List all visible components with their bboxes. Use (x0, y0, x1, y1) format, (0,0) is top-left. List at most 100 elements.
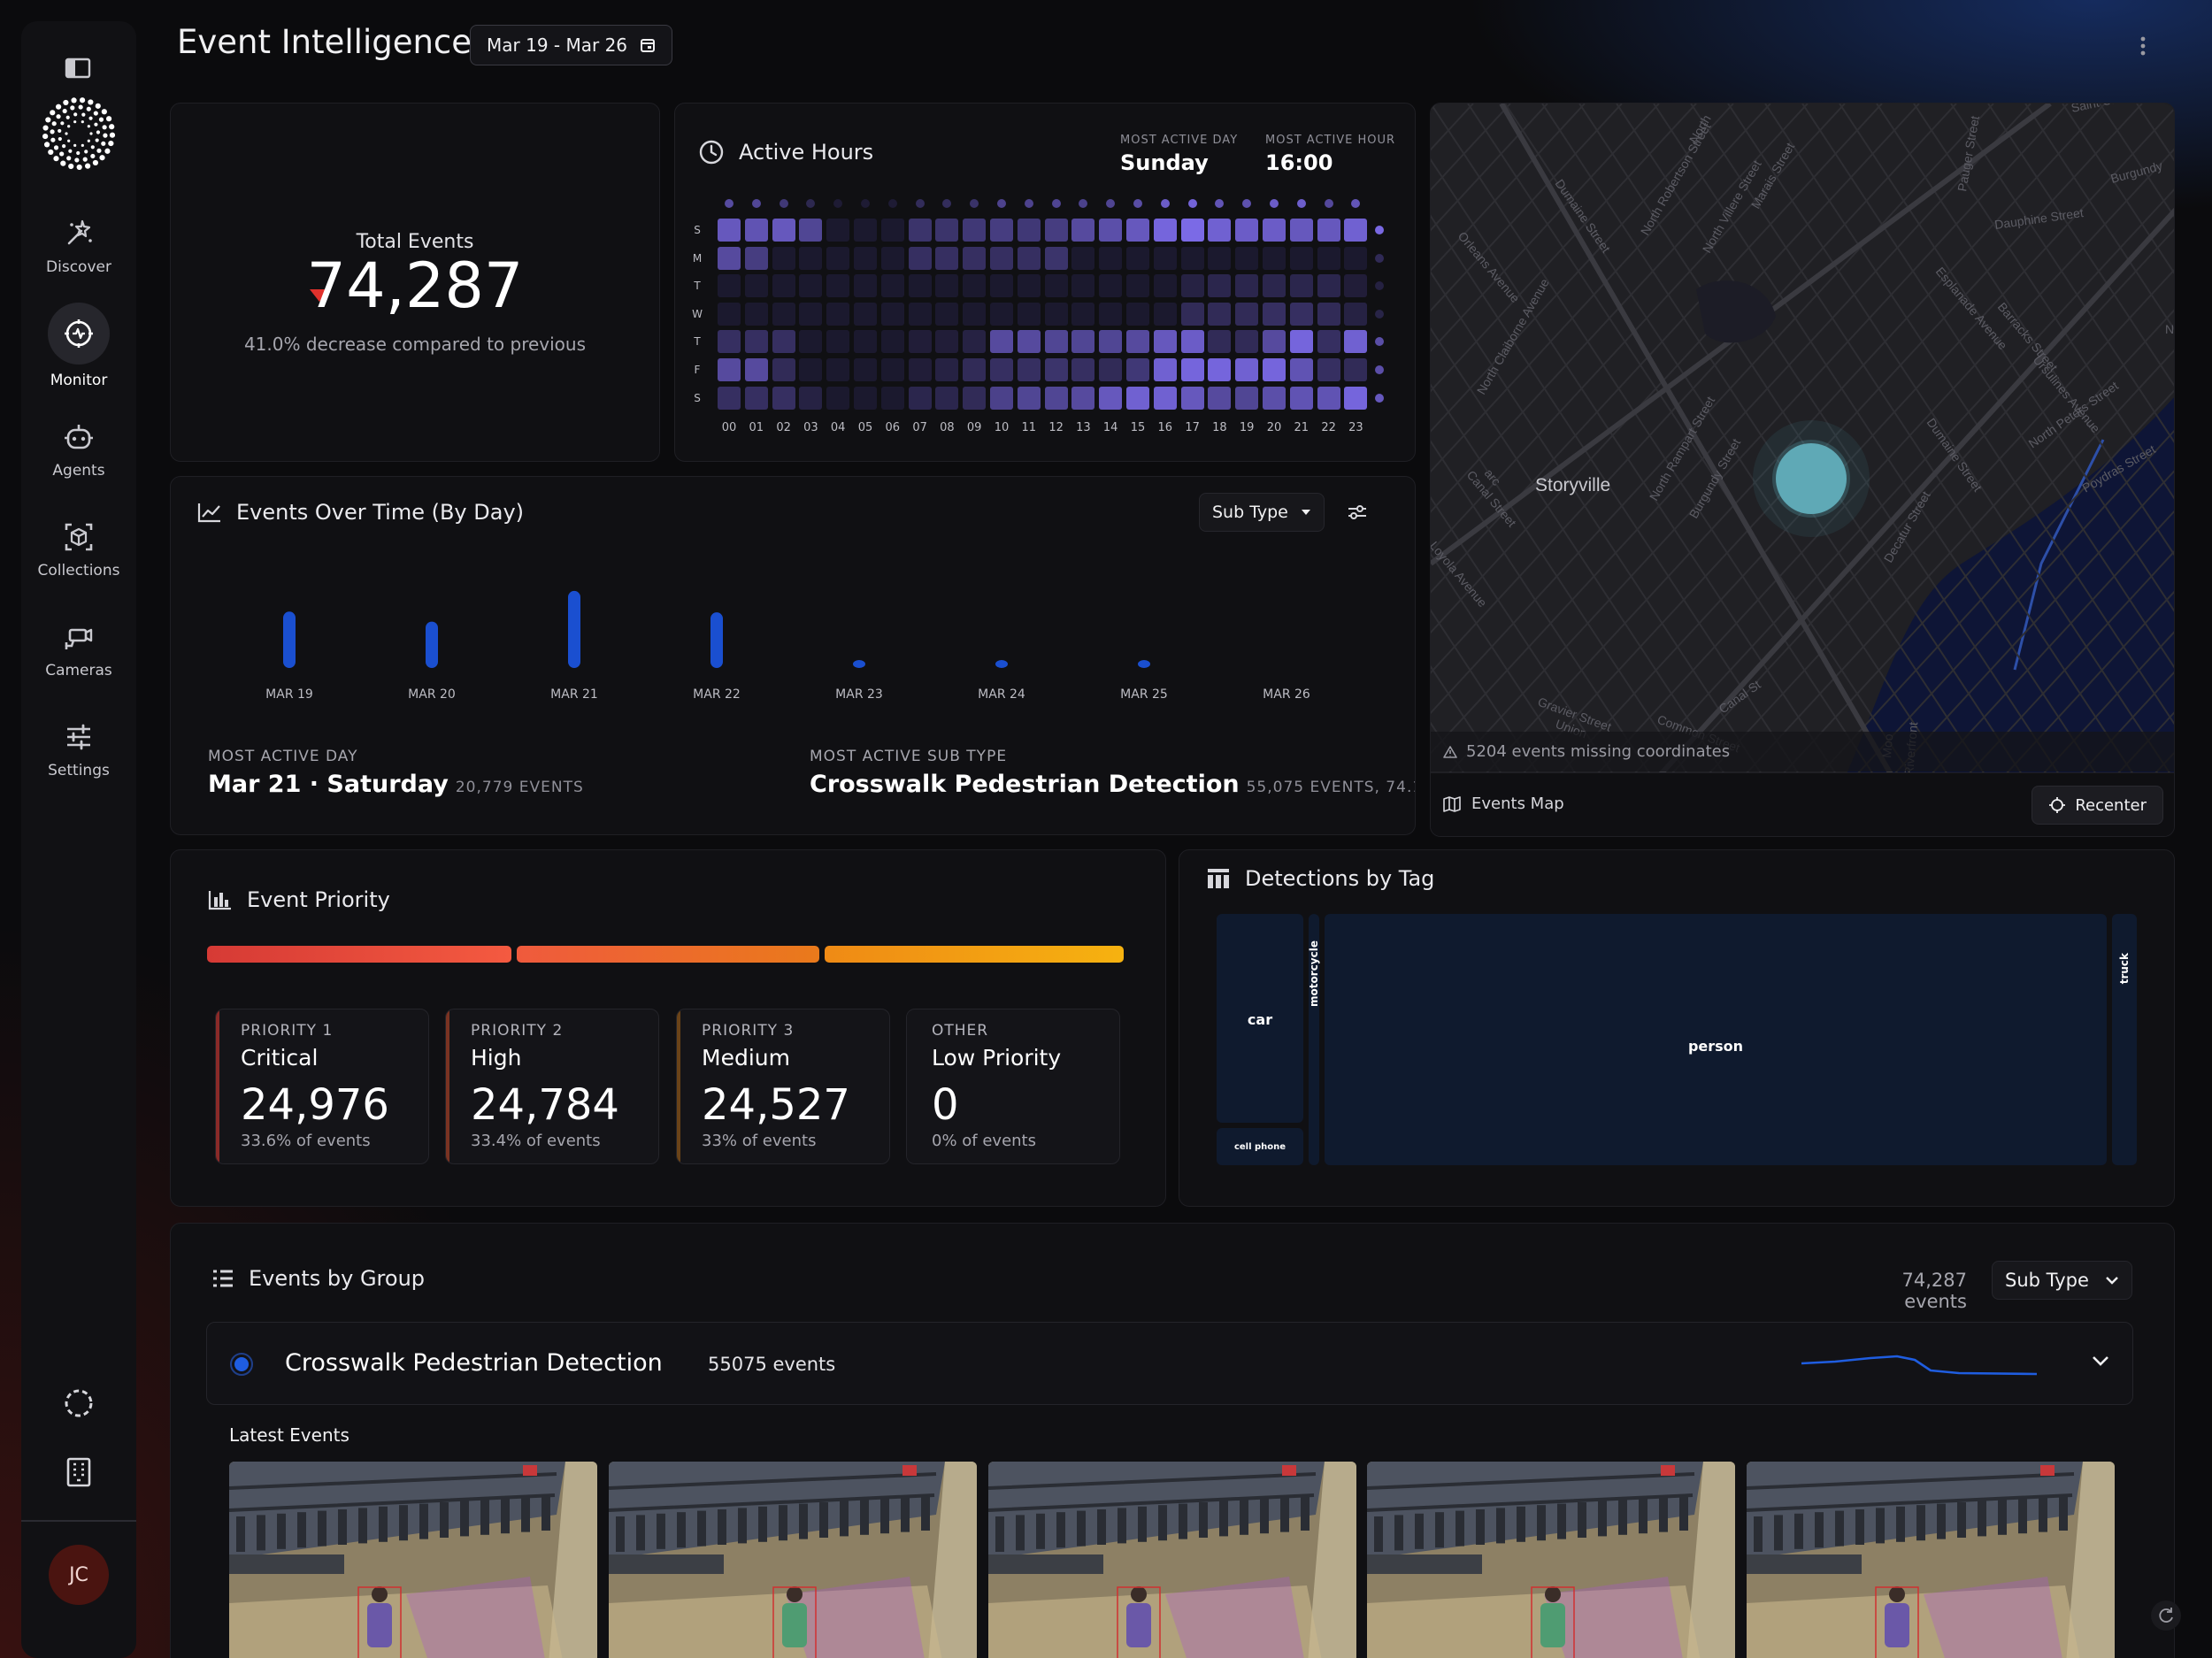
heatmap-cell[interactable] (772, 386, 795, 410)
heatmap-cell[interactable] (1017, 246, 1041, 270)
heatmap-cell[interactable] (1044, 219, 1068, 242)
event-thumbnail[interactable] (1747, 1462, 2115, 1658)
recenter-button[interactable]: Recenter (2032, 786, 2163, 825)
heatmap-cell[interactable] (1044, 358, 1068, 381)
heatmap-cell[interactable] (963, 330, 987, 354)
heatmap-cell[interactable] (1235, 246, 1259, 270)
map-event-marker[interactable] (1776, 443, 1847, 514)
chart-bar[interactable] (426, 621, 438, 668)
heatmap-cell[interactable] (1289, 246, 1313, 270)
event-thumbnail[interactable] (1367, 1462, 1735, 1658)
heatmap-cell[interactable] (854, 274, 877, 298)
chart-bar[interactable] (1138, 660, 1150, 668)
heatmap-cell[interactable] (1235, 219, 1259, 242)
heatmap-cell[interactable] (1263, 274, 1286, 298)
heatmap-cell[interactable] (1126, 219, 1149, 242)
heatmap-cell[interactable] (1180, 302, 1204, 326)
heatmap-cell[interactable] (772, 246, 795, 270)
priority-card[interactable]: PRIORITY 2 High 24,784 33.4% of events (445, 1009, 659, 1164)
heatmap-cell[interactable] (990, 386, 1013, 410)
heatmap-cell[interactable] (1263, 246, 1286, 270)
heatmap-cell[interactable] (1153, 386, 1177, 410)
heatmap-cell[interactable] (1317, 219, 1340, 242)
heatmap-cell[interactable] (744, 302, 768, 326)
heatmap-cell[interactable] (799, 386, 823, 410)
heatmap-cell[interactable] (908, 302, 932, 326)
heatmap-cell[interactable] (1344, 330, 1368, 354)
heatmap-cell[interactable] (963, 302, 987, 326)
sidebar-item-cameras[interactable]: Cameras (21, 619, 136, 679)
heatmap-cell[interactable] (744, 330, 768, 354)
priority-card[interactable]: PRIORITY 3 Medium 24,527 33% of events (676, 1009, 890, 1164)
heatmap-cell[interactable] (744, 274, 768, 298)
heatmap-cell[interactable] (963, 246, 987, 270)
heatmap-cell[interactable] (826, 246, 850, 270)
heatmap-cell[interactable] (1071, 302, 1095, 326)
heatmap-cell[interactable] (744, 219, 768, 242)
group-subtype-dropdown[interactable]: Sub Type (1992, 1261, 2132, 1300)
heatmap-cell[interactable] (990, 330, 1013, 354)
treemap-cell-cell-phone[interactable]: cell phone (1217, 1128, 1303, 1165)
heatmap-cell[interactable] (1317, 330, 1340, 354)
heatmap-cell[interactable] (1317, 274, 1340, 298)
heatmap-cell[interactable] (1235, 358, 1259, 381)
heatmap-cell[interactable] (1044, 330, 1068, 354)
events-map[interactable]: Saint Claude AvenueBurgundyDauphine Stre… (1431, 104, 2175, 774)
heatmap-cell[interactable] (854, 219, 877, 242)
treemap-cell-truck[interactable]: truck (2112, 914, 2137, 1165)
heatmap-cell[interactable] (1235, 386, 1259, 410)
heatmap-cell[interactable] (854, 358, 877, 381)
heatmap-cell[interactable] (718, 330, 741, 354)
loading-circle-icon[interactable] (61, 1386, 96, 1421)
heatmap-cell[interactable] (990, 358, 1013, 381)
chart-bar[interactable] (283, 611, 296, 668)
heatmap-cell[interactable] (1153, 358, 1177, 381)
heatmap-cell[interactable] (1126, 330, 1149, 354)
heatmap-cell[interactable] (1289, 330, 1313, 354)
heatmap-cell[interactable] (880, 219, 904, 242)
refresh-icon[interactable] (2150, 1600, 2182, 1631)
treemap-cell-person[interactable]: person (1325, 914, 2107, 1165)
heatmap-cell[interactable] (1044, 386, 1068, 410)
heatmap-cell[interactable] (880, 246, 904, 270)
heatmap-cell[interactable] (1153, 330, 1177, 354)
heatmap-cell[interactable] (799, 358, 823, 381)
heatmap-cell[interactable] (1071, 274, 1095, 298)
heatmap-cell[interactable] (1099, 330, 1123, 354)
heatmap-cell[interactable] (799, 246, 823, 270)
heatmap-cell[interactable] (908, 219, 932, 242)
heatmap-cell[interactable] (908, 274, 932, 298)
heatmap-cell[interactable] (880, 330, 904, 354)
group-row-crosswalk[interactable]: Crosswalk Pedestrian Detection 55075 eve… (206, 1322, 2133, 1405)
heatmap-cell[interactable] (1317, 302, 1340, 326)
heatmap-cell[interactable] (908, 358, 932, 381)
heatmap-cell[interactable] (1317, 358, 1340, 381)
heatmap-cell[interactable] (1017, 358, 1041, 381)
heatmap-cell[interactable] (718, 386, 741, 410)
heatmap-cell[interactable] (854, 330, 877, 354)
sidebar-item-monitor[interactable]: Monitor (21, 303, 136, 389)
heatmap-cell[interactable] (744, 386, 768, 410)
heatmap-cell[interactable] (935, 274, 959, 298)
chart-bar[interactable] (853, 660, 865, 668)
heatmap-cell[interactable] (1099, 246, 1123, 270)
heatmap-cell[interactable] (935, 330, 959, 354)
heatmap-cell[interactable] (1263, 219, 1286, 242)
priority-card[interactable]: PRIORITY 1 Critical 24,976 33.6% of even… (215, 1009, 429, 1164)
heatmap-cell[interactable] (1208, 330, 1232, 354)
heatmap-cell[interactable] (744, 246, 768, 270)
heatmap-cell[interactable] (854, 302, 877, 326)
priority-card[interactable]: OTHER Low Priority 0 0% of events (906, 1009, 1120, 1164)
heatmap-cell[interactable] (772, 219, 795, 242)
heatmap-cell[interactable] (1289, 302, 1313, 326)
heatmap-cell[interactable] (880, 358, 904, 381)
heatmap-cell[interactable] (799, 330, 823, 354)
heatmap-cell[interactable] (1235, 330, 1259, 354)
heatmap-cell[interactable] (1208, 246, 1232, 270)
heatmap-cell[interactable] (990, 246, 1013, 270)
heatmap-cell[interactable] (854, 246, 877, 270)
heatmap-cell[interactable] (1044, 274, 1068, 298)
heatmap-cell[interactable] (799, 219, 823, 242)
heatmap-cell[interactable] (772, 274, 795, 298)
heatmap-cell[interactable] (963, 274, 987, 298)
